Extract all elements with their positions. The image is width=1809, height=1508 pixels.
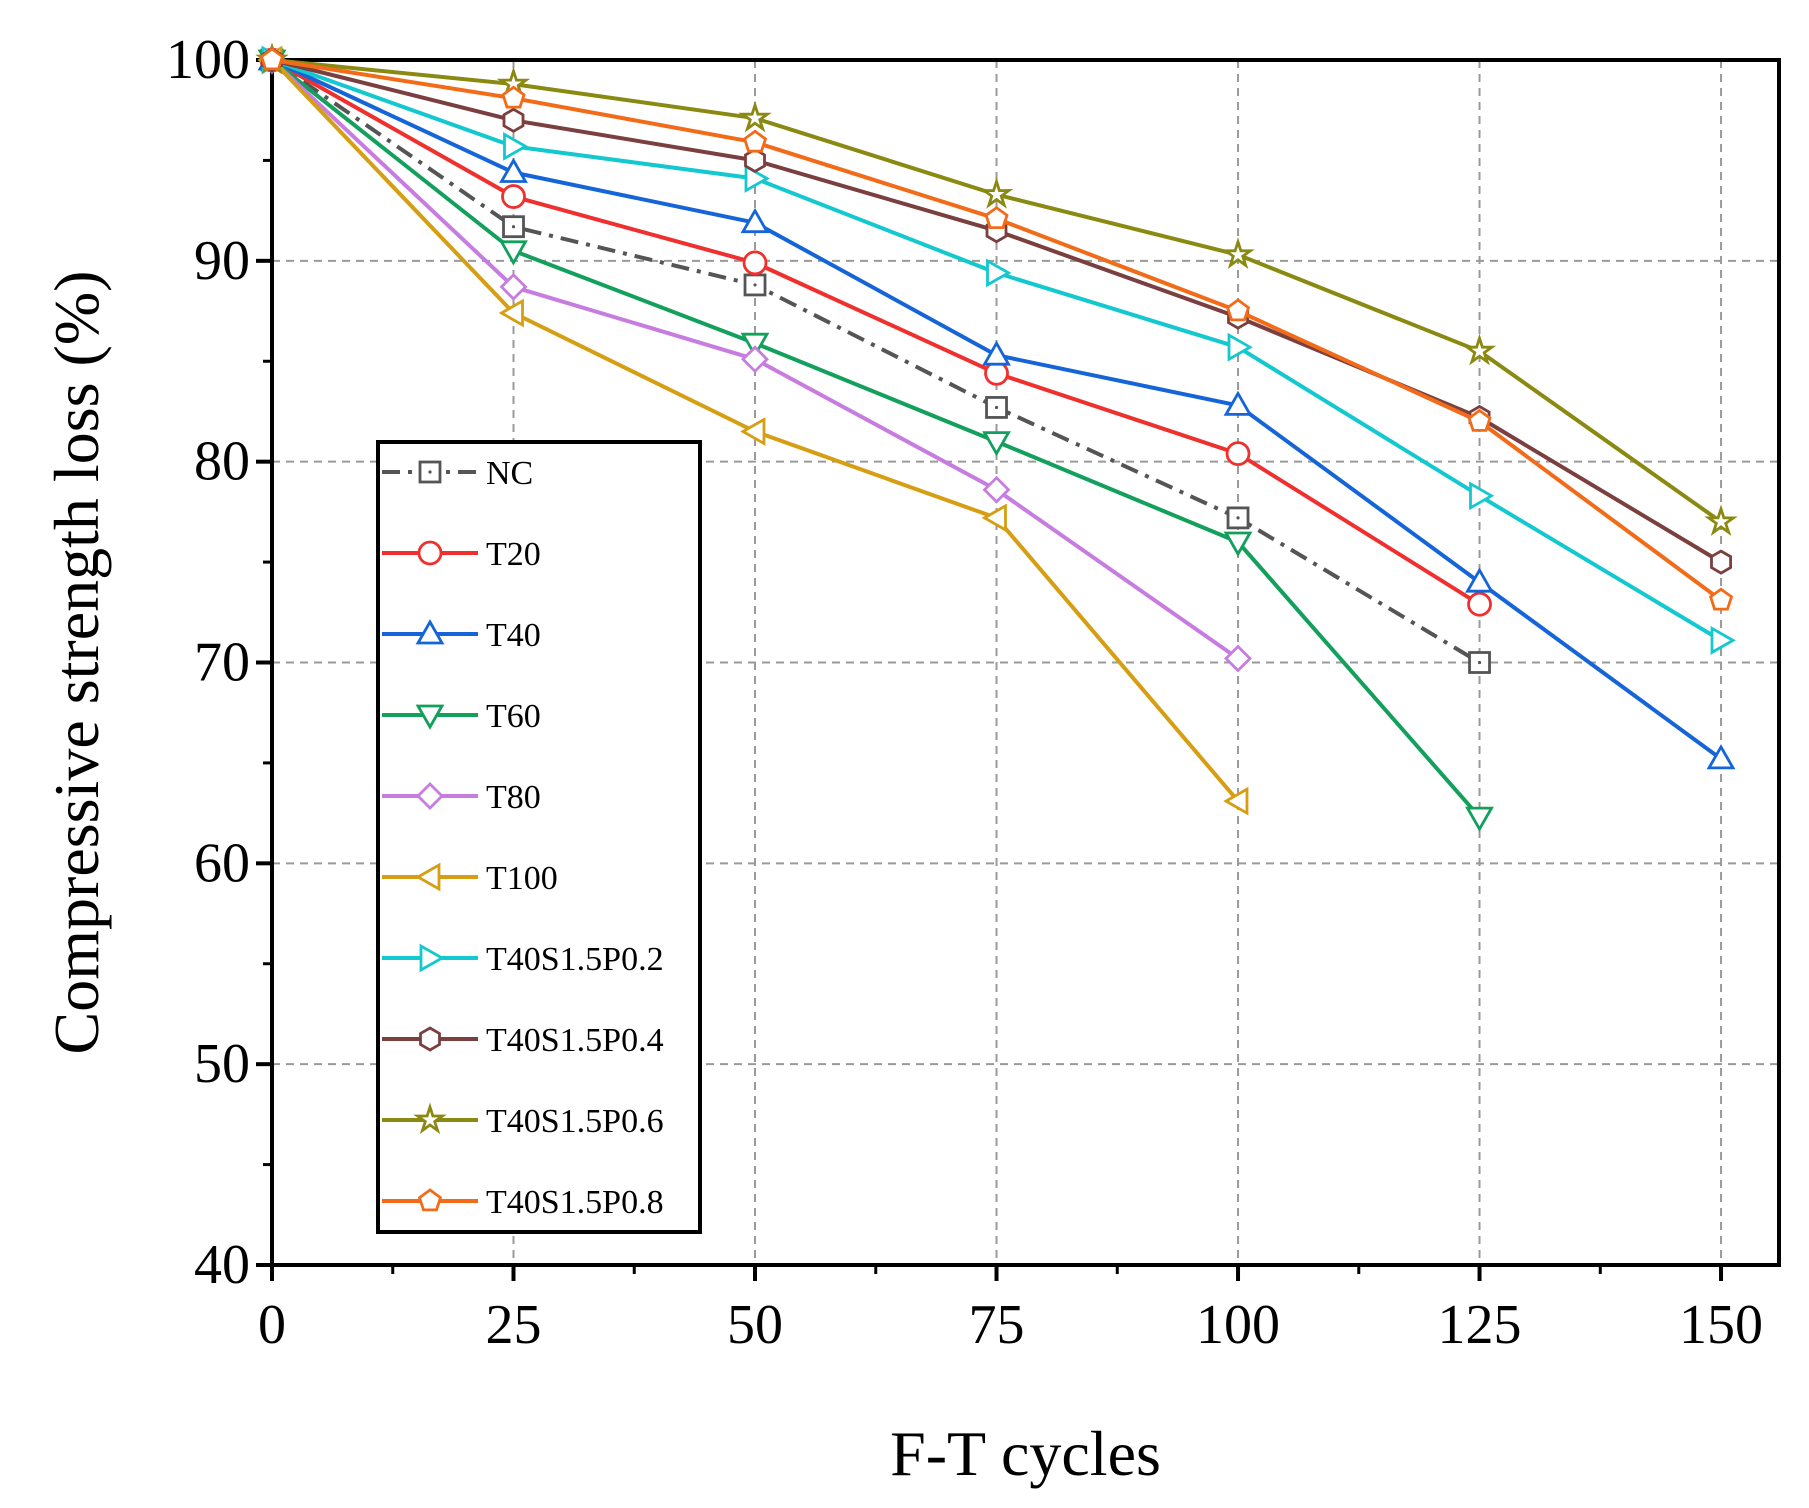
data-point-t80 — [982, 475, 1011, 504]
data-point-t20 — [501, 184, 526, 209]
y-tick-label: 90 — [194, 230, 250, 292]
legend-marker-t40s1-5p0-8 — [417, 1188, 443, 1212]
data-point-t40 — [740, 207, 770, 234]
legend-box — [376, 440, 702, 1234]
legend-label-t40s1-5p0-6: T40S1.5P0.6 — [486, 1103, 664, 1140]
data-point-t20 — [1225, 441, 1251, 467]
data-point-t100 — [740, 417, 766, 446]
data-point-t80 — [1224, 644, 1252, 673]
series-t40s1-5p0-8 — [259, 47, 1734, 611]
data-point-t80 — [499, 272, 528, 301]
x-tick-label: 100 — [1196, 1294, 1280, 1356]
legend-label-t100: T100 — [486, 860, 558, 897]
x-tick-label: 125 — [1438, 1294, 1522, 1356]
y-tick-label: 70 — [194, 632, 250, 694]
data-point-nc-dot — [1236, 516, 1240, 520]
data-point-t40s1-5p0-8 — [1225, 298, 1251, 322]
data-point-t40s1-5p0-2 — [1227, 332, 1253, 362]
data-point-t40s1-5p0-8 — [1708, 587, 1734, 611]
data-point-t40s1-5p0-6 — [1221, 237, 1255, 269]
data-point-t40 — [1223, 390, 1253, 416]
legend-label-t40: T40 — [486, 617, 541, 654]
data-point-t60 — [1223, 531, 1253, 557]
series-lines — [255, 42, 1738, 832]
legend-label-t40s1-5p0-8: T40S1.5P0.8 — [486, 1184, 664, 1221]
legend-marker-t40s1-5p0-6 — [413, 1102, 447, 1135]
data-point-nc-dot — [753, 283, 757, 287]
series-t40s1-5p0-6 — [255, 42, 1738, 537]
x-axis-title: F-T cycles — [890, 1418, 1161, 1489]
data-point-t40s1-5p0-2 — [1710, 625, 1736, 655]
data-point-t40s1-5p0-2 — [986, 258, 1012, 288]
legend-marker-t60 — [415, 704, 445, 730]
data-point-t40s1-5p0-6 — [738, 100, 772, 133]
axis-ticks: 0 25 50 75 100 125 150 40 50 60 70 80 90 100 — [166, 29, 1763, 1356]
data-point-t40s1-5p0-6 — [1704, 504, 1738, 537]
data-point-t60 — [1465, 806, 1494, 832]
data-point-t60 — [982, 431, 1011, 457]
legend-label-t80: T80 — [486, 779, 541, 816]
data-point-t40s1-5p0-2 — [744, 164, 770, 193]
y-tick-label: 40 — [194, 1234, 250, 1296]
data-point-t100 — [498, 298, 524, 328]
data-point-t40s1-5p0-8 — [1467, 408, 1492, 432]
legend-label-t20: T20 — [486, 536, 541, 573]
y-axis-title: Compressive strength loss (%) — [41, 271, 112, 1055]
data-point-t40s1-5p0-2 — [1469, 481, 1495, 511]
legend-marker-t80 — [416, 782, 444, 810]
x-tick-label: 25 — [486, 1294, 542, 1356]
legend-label-t40s1-5p0-2: T40S1.5P0.2 — [486, 941, 664, 978]
x-tick-label: 0 — [258, 1294, 286, 1356]
data-point-t40 — [1706, 744, 1736, 770]
data-point-t40s1-5p0-8 — [742, 129, 768, 153]
x-tick-label: 75 — [969, 1294, 1025, 1356]
data-point-t20 — [1467, 591, 1492, 617]
data-point-t20 — [742, 250, 768, 276]
data-point-t40s1-5p0-2 — [503, 131, 529, 161]
x-tick-label: 150 — [1679, 1294, 1763, 1356]
legend-marker-nc-dot — [428, 470, 432, 474]
y-tick-label: 60 — [194, 832, 250, 894]
data-point-t40s1-5p0-4 — [1710, 549, 1732, 575]
legend-marker-t40s1-5p0-4 — [419, 1026, 441, 1052]
data-point-t40s1-5p0-8 — [259, 47, 285, 71]
y-tick-label: 100 — [166, 29, 250, 91]
y-tick-label: 80 — [194, 431, 250, 493]
legend-label-t60: T60 — [486, 698, 541, 735]
data-point-t60 — [499, 240, 528, 266]
data-point-t100 — [981, 503, 1007, 533]
data-point-nc-dot — [1477, 660, 1482, 665]
data-point-t40s1-5p0-4 — [744, 147, 766, 174]
data-point-t40s1-5p0-4 — [502, 107, 525, 133]
series-line-t20 — [271, 58, 1481, 606]
legend-marker-t20 — [417, 540, 443, 566]
legend-label-t40s1-5p0-4: T40S1.5P0.4 — [486, 1022, 664, 1059]
legend-label-nc: NC — [486, 455, 533, 492]
data-point-t40s1-5p0-6 — [1462, 333, 1497, 366]
legend-marker-t40 — [415, 619, 445, 645]
data-point-t40s1-5p0-8 — [501, 85, 526, 109]
data-point-t40s1-5p0-8 — [984, 205, 1009, 230]
legend-marker-t40s1-5p0-2 — [419, 943, 445, 973]
legend: NC T20 T40 T60 T80 T100 T40S1.5P0.2 T40S1.5P0.4… — [376, 440, 702, 1234]
series-t80 — [258, 46, 1252, 673]
data-point-nc-dot — [511, 225, 516, 229]
data-point-t40 — [499, 157, 528, 183]
data-point-t40 — [982, 340, 1011, 366]
data-point-t40s1-5p0-6 — [979, 177, 1014, 209]
data-point-t80 — [741, 345, 769, 374]
data-point-t60 — [740, 332, 770, 359]
data-point-nc-dot — [994, 405, 999, 410]
legend-marker-t100 — [415, 862, 441, 892]
y-tick-label: 50 — [194, 1033, 250, 1095]
series-line-nc — [270, 58, 1481, 665]
data-point-t100 — [1223, 786, 1249, 816]
series-line-t60 — [270, 58, 1482, 819]
x-tick-label: 50 — [727, 1294, 783, 1356]
data-point-t40 — [1465, 567, 1494, 593]
